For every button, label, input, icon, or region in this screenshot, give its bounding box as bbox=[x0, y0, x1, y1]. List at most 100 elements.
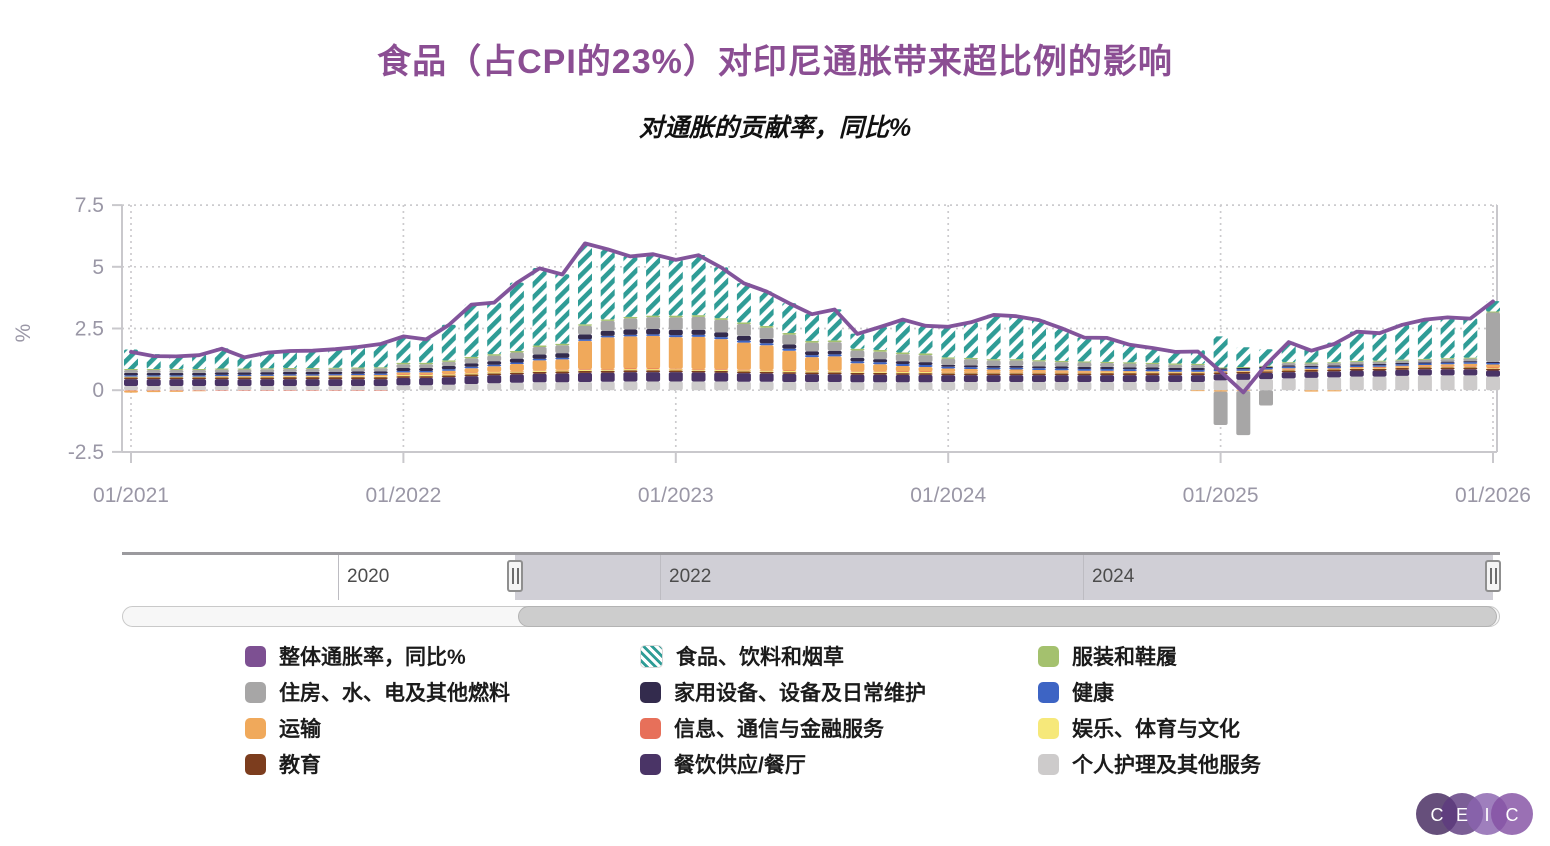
bar-segment-transport[interactable] bbox=[169, 390, 184, 392]
bar-segment-education[interactable] bbox=[1349, 368, 1364, 371]
bar-segment-household[interactable] bbox=[305, 371, 320, 375]
bar-segment-restaurants[interactable] bbox=[1100, 375, 1115, 383]
bar-segment-food[interactable] bbox=[396, 336, 411, 363]
bar-segment-food[interactable] bbox=[759, 291, 774, 327]
bar-segment-health[interactable] bbox=[1100, 368, 1115, 371]
bar-segment-food[interactable] bbox=[1122, 344, 1137, 363]
bar-segment-restaurants[interactable] bbox=[1281, 372, 1296, 379]
bar-segment-education[interactable] bbox=[918, 373, 933, 375]
bar-segment-transport[interactable] bbox=[1486, 364, 1500, 368]
bar-segment-clothing[interactable] bbox=[1032, 360, 1046, 362]
bar-segment-food[interactable] bbox=[1372, 332, 1387, 361]
bar-segment-restaurants[interactable] bbox=[169, 379, 184, 387]
bar-segment-health[interactable] bbox=[1349, 365, 1364, 368]
bar-segment-recreation[interactable] bbox=[578, 369, 592, 371]
bar-segment-recreation[interactable] bbox=[169, 376, 184, 378]
bar-segment-personal[interactable] bbox=[1463, 375, 1478, 391]
bar-segment-info[interactable] bbox=[373, 390, 388, 391]
bar-segment-food[interactable] bbox=[1145, 347, 1160, 363]
bar-segment-clothing[interactable] bbox=[351, 367, 365, 369]
bar-segment-food[interactable] bbox=[1054, 328, 1069, 361]
bar-segment-transport[interactable] bbox=[1281, 368, 1296, 370]
legend-item-clothing[interactable]: 服装和鞋履 bbox=[1038, 645, 1261, 669]
bar-segment-info[interactable] bbox=[1054, 371, 1069, 373]
bar-segment-transport[interactable] bbox=[1145, 371, 1160, 372]
bar-segment-household[interactable] bbox=[328, 371, 343, 375]
bar-segment-personal[interactable] bbox=[941, 382, 956, 391]
bar-segment-info[interactable] bbox=[623, 368, 638, 370]
bar-segment-household[interactable] bbox=[578, 334, 592, 340]
bar-segment-food[interactable] bbox=[1213, 336, 1228, 368]
bar-segment-clothing[interactable] bbox=[782, 332, 797, 335]
bar-segment-personal[interactable] bbox=[1372, 376, 1387, 391]
bar-segment-housing[interactable] bbox=[532, 347, 547, 355]
bar-segment-housing[interactable] bbox=[441, 361, 456, 367]
bar-segment-housing[interactable] bbox=[1032, 361, 1046, 367]
bar-segment-info[interactable] bbox=[124, 390, 138, 391]
bar-segment-personal[interactable] bbox=[623, 381, 638, 391]
bar-segment-household[interactable] bbox=[532, 354, 547, 359]
bar-segment-personal[interactable] bbox=[396, 385, 411, 391]
bar-segment-health[interactable] bbox=[782, 348, 797, 351]
bar-segment-personal[interactable] bbox=[1349, 376, 1364, 391]
bar-segment-education[interactable] bbox=[532, 371, 547, 374]
bar-segment-restaurants[interactable] bbox=[736, 373, 751, 382]
bar-segment-restaurants[interactable] bbox=[509, 374, 524, 383]
bar-segment-transport[interactable] bbox=[986, 369, 1001, 372]
bar-segment-clothing[interactable] bbox=[214, 368, 229, 370]
bar-segment-household[interactable] bbox=[237, 372, 252, 375]
bar-segment-info[interactable] bbox=[668, 368, 683, 370]
bar-segment-personal[interactable] bbox=[578, 382, 592, 391]
bar-segment-housing[interactable] bbox=[1009, 360, 1024, 366]
bar-segment-housing[interactable] bbox=[1054, 362, 1069, 367]
bar-segment-personal[interactable] bbox=[1395, 375, 1410, 391]
bar-segment-household[interactable] bbox=[441, 366, 456, 370]
bar-segment-info[interactable] bbox=[192, 390, 207, 391]
bar-segment-recreation[interactable] bbox=[509, 371, 524, 373]
bar-segment-health[interactable] bbox=[1077, 368, 1092, 371]
bar-segment-personal[interactable] bbox=[895, 382, 910, 391]
bar-segment-health[interactable] bbox=[237, 374, 252, 377]
bar-segment-household[interactable] bbox=[214, 372, 229, 375]
bar-segment-food[interactable] bbox=[714, 267, 729, 319]
legend-item-health[interactable]: 健康 bbox=[1038, 681, 1261, 705]
bar-segment-restaurants[interactable] bbox=[805, 374, 819, 383]
bar-segment-transport[interactable] bbox=[1190, 390, 1205, 392]
bar-segment-personal[interactable] bbox=[532, 382, 547, 391]
headline-inflation-line[interactable] bbox=[129, 241, 1495, 395]
bar-segment-info[interactable] bbox=[805, 370, 819, 372]
bar-segment-personal[interactable] bbox=[600, 381, 615, 391]
bar-segment-clothing[interactable] bbox=[237, 368, 252, 370]
bar-segment-restaurants[interactable] bbox=[328, 379, 343, 387]
legend-item-headline[interactable]: 整体通胀率，同比% bbox=[245, 645, 510, 669]
legend-item-restaurants[interactable]: 餐饮供应/餐厅 bbox=[640, 753, 926, 777]
bar-segment-education[interactable] bbox=[646, 370, 661, 373]
bar-segment-education[interactable] bbox=[260, 377, 275, 380]
bar-segment-personal[interactable] bbox=[328, 386, 343, 391]
bar-segment-household[interactable] bbox=[1236, 367, 1251, 370]
bar-segment-restaurants[interactable] bbox=[487, 375, 502, 384]
bar-segment-restaurants[interactable] bbox=[714, 372, 729, 382]
bar-segment-info[interactable] bbox=[169, 390, 184, 391]
bar-segment-recreation[interactable] bbox=[827, 370, 842, 373]
bar-segment-restaurants[interactable] bbox=[1236, 373, 1251, 380]
bar-segment-info[interactable] bbox=[1236, 370, 1251, 372]
bar-segment-personal[interactable] bbox=[805, 382, 819, 391]
bar-segment-housing[interactable] bbox=[1190, 365, 1205, 368]
bar-segment-household[interactable] bbox=[850, 357, 865, 362]
bar-segment-clothing[interactable] bbox=[260, 368, 275, 370]
bar-segment-clothing[interactable] bbox=[464, 356, 479, 359]
bar-segment-personal[interactable] bbox=[1327, 377, 1342, 391]
bar-segment-education[interactable] bbox=[555, 371, 570, 374]
bar-segment-food[interactable] bbox=[1077, 337, 1092, 362]
bar-segment-clothing[interactable] bbox=[124, 368, 138, 370]
bar-segment-food[interactable] bbox=[1168, 351, 1183, 364]
bar-segment-personal[interactable] bbox=[373, 386, 388, 391]
bar-segment-restaurants[interactable] bbox=[1168, 375, 1183, 383]
bar-segment-personal[interactable] bbox=[351, 386, 365, 391]
bar-segment-housing[interactable] bbox=[396, 364, 411, 368]
bar-segment-info[interactable] bbox=[1417, 366, 1432, 367]
bar-segment-personal[interactable] bbox=[714, 381, 729, 391]
bar-segment-transport[interactable] bbox=[487, 366, 502, 372]
bar-segment-health[interactable] bbox=[759, 343, 774, 346]
